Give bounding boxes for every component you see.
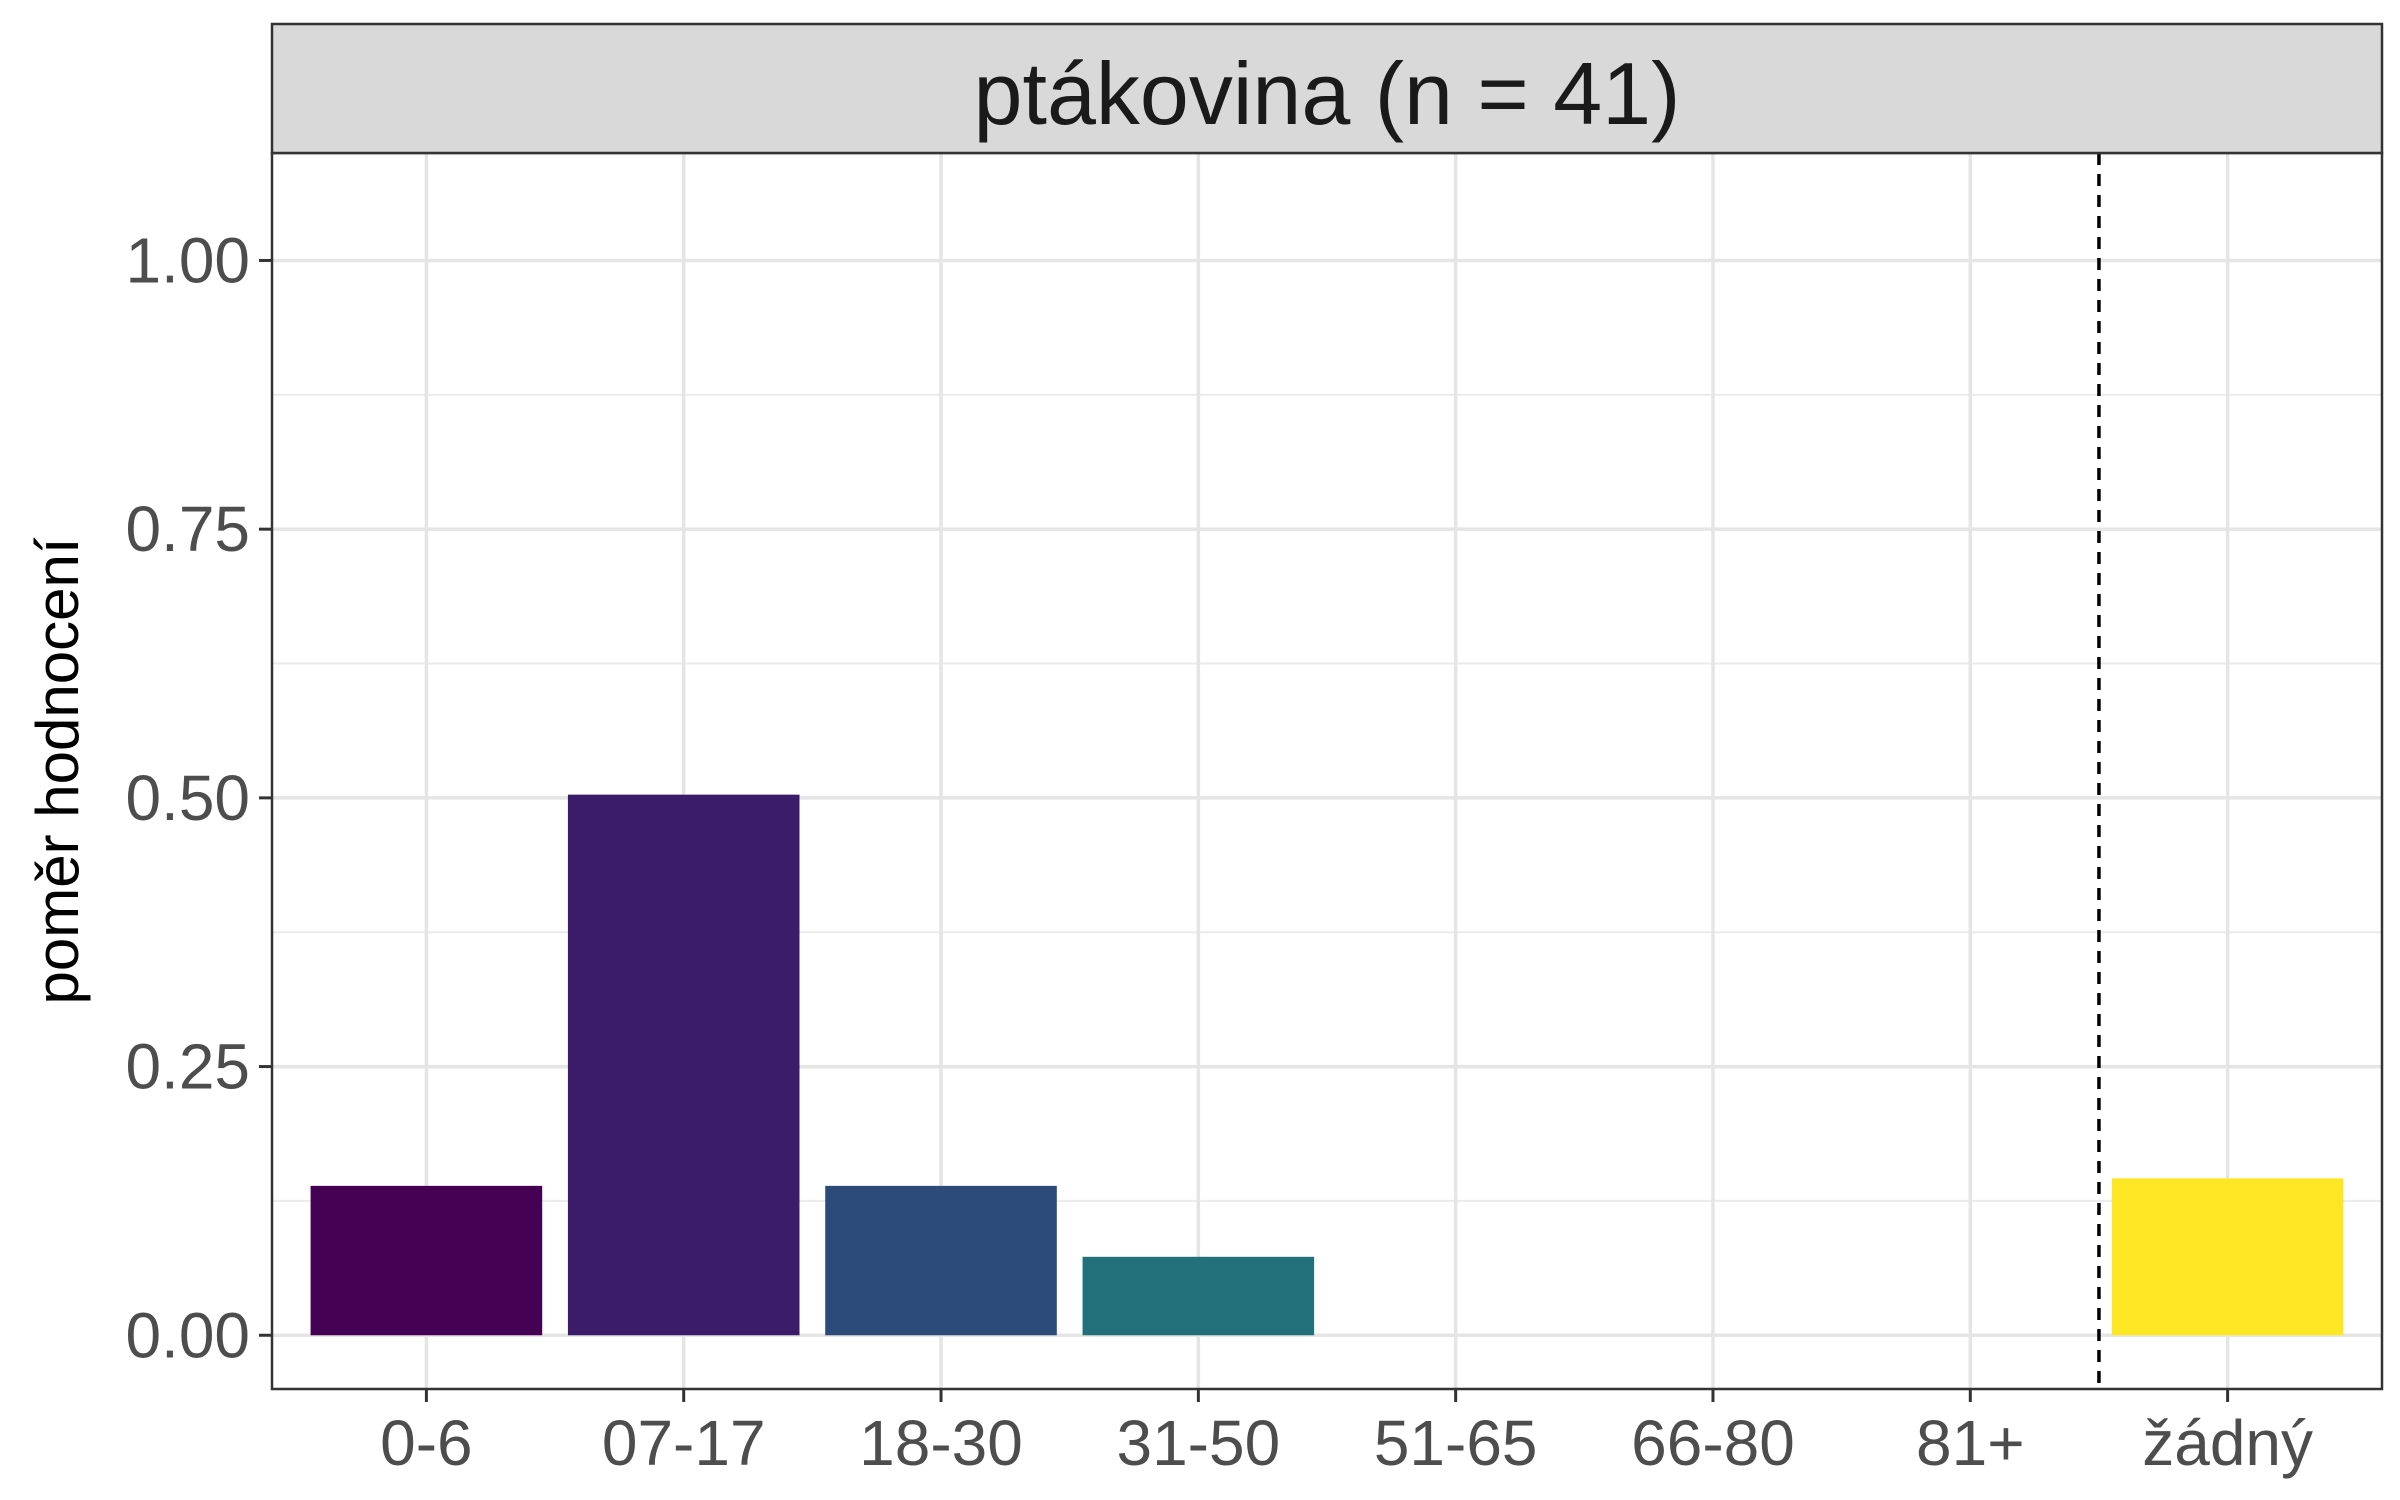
x-tick-label: 0-6	[380, 1407, 473, 1479]
bar-31-50	[1082, 1256, 1315, 1336]
y-axis: 0.00 0.25 0.50 0.75 1.00	[125, 224, 272, 1371]
x-tick-label: 07-17	[602, 1407, 766, 1479]
y-axis-title: poměr hodnocení	[24, 537, 91, 1004]
x-tick-label: 18-30	[859, 1407, 1023, 1479]
y-tick-label: 0.00	[125, 1299, 250, 1371]
x-axis: 0-6 07-17 18-30 31-50 51-65 66-80 81+ žádný	[380, 1389, 2313, 1479]
bar-0-6	[310, 1185, 543, 1336]
x-tick-label: 66-80	[1631, 1407, 1795, 1479]
strip-background	[270, 22, 2384, 155]
x-tick-label: 51-65	[1374, 1407, 1538, 1479]
bars	[310, 794, 2344, 1336]
bar-žádný	[2111, 1178, 2344, 1336]
bar-07-17	[567, 794, 800, 1336]
y-tick-label: 0.75	[125, 493, 250, 565]
panel-title: ptákovina (n = 41)	[974, 44, 1681, 143]
y-tick-label: 0.50	[125, 762, 250, 834]
x-tick-label: 81+	[1916, 1407, 2025, 1479]
x-tick-label: 31-50	[1116, 1407, 1280, 1479]
y-tick-label: 0.25	[125, 1031, 250, 1103]
y-tick-label: 1.00	[125, 224, 250, 296]
x-tick-label: žádný	[2142, 1407, 2313, 1479]
bar-18-30	[825, 1185, 1057, 1336]
